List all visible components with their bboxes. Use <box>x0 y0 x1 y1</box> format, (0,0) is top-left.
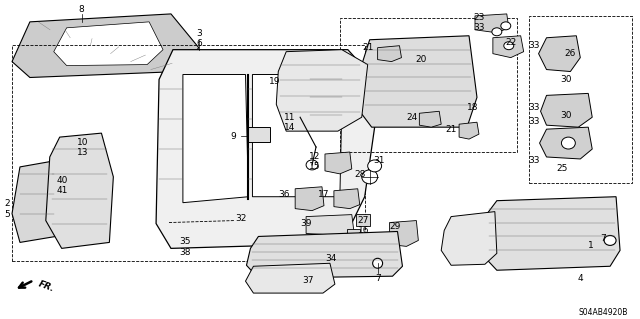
Polygon shape <box>246 232 403 278</box>
Text: 24: 24 <box>406 113 417 122</box>
Text: 10: 10 <box>77 137 88 146</box>
Text: 1: 1 <box>588 241 594 250</box>
Polygon shape <box>459 122 479 139</box>
Ellipse shape <box>372 258 383 268</box>
Polygon shape <box>12 161 60 242</box>
Polygon shape <box>252 75 342 197</box>
Ellipse shape <box>368 160 381 172</box>
Polygon shape <box>156 50 374 249</box>
Text: S04AB4920B: S04AB4920B <box>579 308 628 317</box>
Text: 19: 19 <box>269 77 280 86</box>
Text: 14: 14 <box>284 123 295 132</box>
Text: 37: 37 <box>302 276 314 285</box>
Polygon shape <box>334 189 360 209</box>
Polygon shape <box>419 111 441 127</box>
Text: 5: 5 <box>4 210 10 219</box>
Text: 21: 21 <box>362 43 374 52</box>
Polygon shape <box>360 36 477 127</box>
Polygon shape <box>295 187 324 211</box>
Ellipse shape <box>492 28 502 36</box>
Polygon shape <box>46 133 113 249</box>
Text: 4: 4 <box>577 274 583 283</box>
Ellipse shape <box>306 160 318 170</box>
Text: 12: 12 <box>308 152 320 161</box>
Text: 3: 3 <box>196 29 202 38</box>
Ellipse shape <box>604 235 616 245</box>
Text: 7: 7 <box>375 274 381 283</box>
Text: 11: 11 <box>284 113 295 122</box>
Polygon shape <box>493 36 524 58</box>
Text: 36: 36 <box>278 190 290 199</box>
Polygon shape <box>475 14 509 33</box>
Text: 29: 29 <box>390 222 401 231</box>
Text: 22: 22 <box>506 38 517 47</box>
Text: 21: 21 <box>445 125 457 134</box>
Text: 25: 25 <box>556 164 568 174</box>
Text: 20: 20 <box>415 55 427 64</box>
Ellipse shape <box>504 42 514 50</box>
Ellipse shape <box>561 137 575 149</box>
Text: 35: 35 <box>179 237 191 246</box>
Polygon shape <box>246 263 335 293</box>
Text: 33: 33 <box>529 117 540 126</box>
Text: 2: 2 <box>4 199 10 208</box>
Text: 15: 15 <box>308 162 320 171</box>
Text: 17: 17 <box>319 190 330 199</box>
Text: 34: 34 <box>326 254 337 263</box>
Polygon shape <box>183 75 248 203</box>
Polygon shape <box>276 50 368 131</box>
Polygon shape <box>390 220 419 246</box>
Text: 33: 33 <box>529 156 540 166</box>
Bar <box>248 127 270 142</box>
Text: 40: 40 <box>56 176 68 185</box>
Text: 31: 31 <box>374 156 385 166</box>
Text: 9: 9 <box>231 132 237 141</box>
Bar <box>12 45 365 261</box>
Text: 26: 26 <box>564 49 576 58</box>
Polygon shape <box>539 36 580 71</box>
Bar <box>356 214 370 226</box>
Text: 33: 33 <box>474 23 485 32</box>
Text: FR.: FR. <box>37 279 56 293</box>
Text: 27: 27 <box>358 216 369 225</box>
Polygon shape <box>378 46 401 62</box>
Polygon shape <box>482 197 620 270</box>
Text: 32: 32 <box>236 214 247 223</box>
Text: 23: 23 <box>474 13 485 22</box>
Text: 18: 18 <box>467 103 479 112</box>
Polygon shape <box>325 152 352 174</box>
Text: 39: 39 <box>301 219 312 228</box>
Text: 33: 33 <box>529 103 540 112</box>
Text: 6: 6 <box>196 39 202 48</box>
Text: 41: 41 <box>56 186 68 195</box>
Bar <box>529 16 632 183</box>
Text: 28: 28 <box>355 170 365 179</box>
Text: 30: 30 <box>561 75 572 84</box>
Polygon shape <box>54 22 163 66</box>
Text: 8: 8 <box>79 5 84 14</box>
Bar <box>347 228 360 240</box>
Text: 16: 16 <box>358 226 369 235</box>
Polygon shape <box>441 211 497 265</box>
Text: 30: 30 <box>561 111 572 120</box>
Text: 7: 7 <box>600 234 606 243</box>
Ellipse shape <box>362 170 378 184</box>
Text: 38: 38 <box>179 248 191 257</box>
Bar <box>340 18 516 152</box>
Polygon shape <box>540 127 592 159</box>
Polygon shape <box>541 93 592 127</box>
Ellipse shape <box>501 22 511 30</box>
Polygon shape <box>12 14 199 78</box>
Text: 33: 33 <box>529 41 540 50</box>
Polygon shape <box>306 215 354 235</box>
Text: 13: 13 <box>77 147 88 157</box>
